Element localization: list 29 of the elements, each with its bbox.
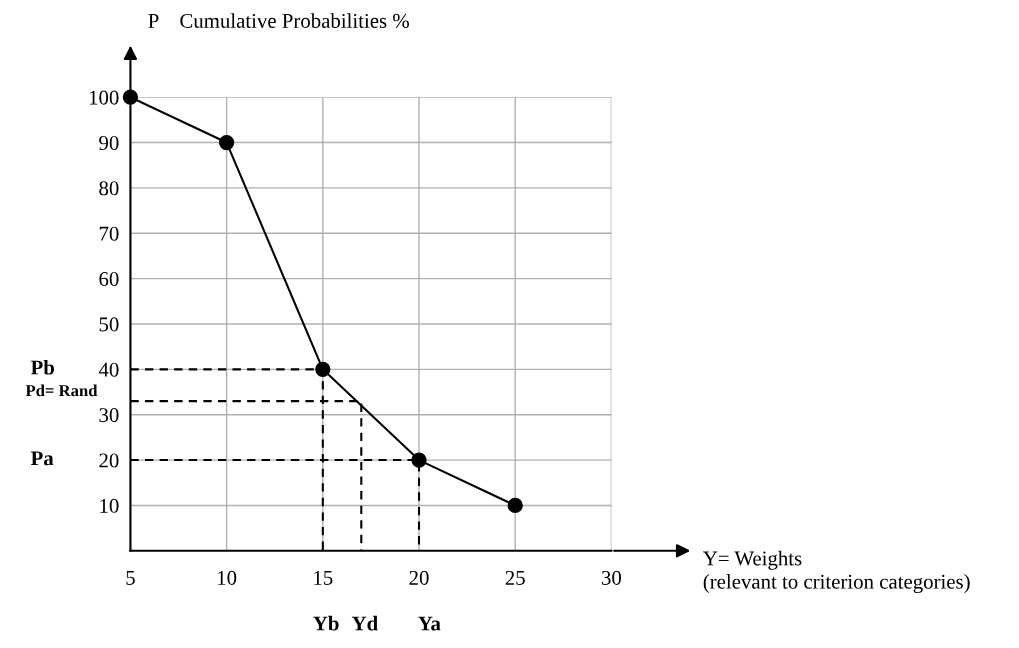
y-tick-label: 80 [99, 181, 119, 196]
y-tick-label: 20 [99, 453, 119, 468]
y-tick-label: 40 [98, 362, 119, 377]
point [122, 89, 139, 105]
x-tick-label: 15 [314, 570, 333, 585]
point [218, 134, 235, 151]
text: Ya [418, 616, 441, 631]
y-tick-label: 50 [99, 317, 119, 332]
point [315, 361, 331, 377]
y-tick-label: 60 [99, 272, 119, 287]
y-tick-label: 70 [99, 226, 119, 241]
x-tick-label: 10 [218, 570, 237, 585]
point [507, 497, 523, 514]
x-tick-label: 25 [505, 570, 525, 585]
text: Pa [30, 451, 54, 466]
y-tick-label: 10 [100, 498, 119, 513]
text: Yd [351, 615, 378, 631]
x-tick-label: 5 [126, 571, 135, 585]
chart-title: P Cumulative Probabilities % [148, 13, 409, 28]
text: Pb [30, 359, 55, 375]
y-tick-label: 100 [89, 90, 119, 105]
x-tick-label: 30 [601, 570, 622, 585]
x-tick-label: 20 [409, 570, 429, 585]
x-axis-title: Y= Weights (relevant to criterion categories) [703, 550, 970, 594]
y-tick-label: 90 [99, 135, 119, 150]
y-tick-label: 30 [99, 408, 119, 423]
point [411, 452, 427, 468]
text: Yb [313, 615, 339, 631]
text: Pd= Rand [25, 384, 98, 397]
